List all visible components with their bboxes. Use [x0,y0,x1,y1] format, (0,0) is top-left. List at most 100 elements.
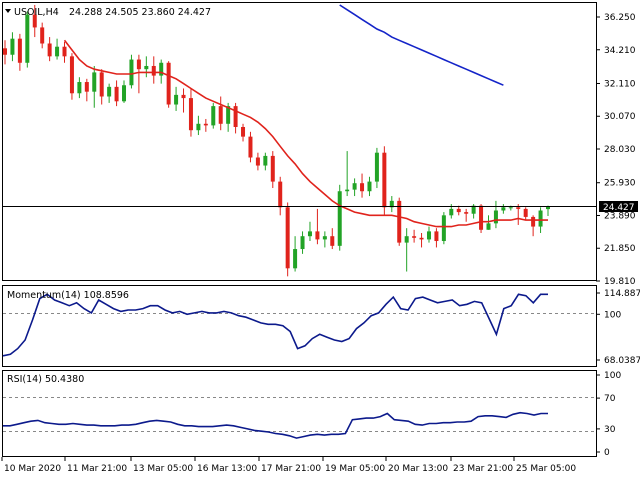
moving-average-lines [63,4,548,228]
candle-bearish [32,14,37,28]
price-panel-frame [2,2,597,281]
momentum-axis: 114.887 100 68.0387 [596,289,640,366]
candle-bearish [181,94,186,99]
candle-bearish [166,62,171,105]
momentum-polyline [2,293,548,357]
candle-bullish [493,210,498,224]
candle-bearish [285,207,290,269]
time-tick-label: 20 Mar 13:00 [388,464,448,474]
price-tick-label: 21.850 [604,244,636,254]
candle-bearish [382,152,387,208]
candle-bullish [55,46,60,57]
rsi-label: RSI(14) 50.4380 [7,374,84,385]
candle-bearish [17,38,22,63]
candle-bearish [62,46,67,57]
momentum-tick-label: 114.887 [604,289,640,299]
candle-bearish [188,98,193,131]
candle-bearish [434,231,439,242]
candle-bullish [322,236,327,240]
candle-bearish [84,82,89,92]
candle-bullish [337,191,342,246]
candle-bullish [122,85,127,102]
ohlc-label: 24.288 24.505 23.860 24.427 [69,7,211,18]
price-tick-label: 34.210 [604,46,636,56]
ma-fast-line [63,39,548,228]
candle-bullish [345,189,350,192]
current-price-tag [599,201,638,212]
price-tick-label: 32.110 [604,79,636,89]
current-price-tag-text: 24.427 [603,203,635,213]
symbol-label: USOIL,H4 [14,7,59,18]
candle-bullish [174,94,179,105]
time-tick-label: 25 Mar 05:00 [516,464,576,474]
candle-bearish [3,48,7,55]
candle-bullish [129,59,134,86]
price-tick-label: 19.810 [604,277,636,287]
symbol-dropdown-icon[interactable] [5,9,11,13]
time-tick-label: 23 Mar 21:00 [453,464,513,474]
candle-bullish [501,207,506,211]
candle-bullish [449,208,454,216]
time-tick-label: 13 Mar 05:00 [133,464,193,474]
candle-bullish [92,72,97,92]
time-axis: 10 Mar 2020 11 Mar 21:00 13 Mar 05:00 16 Ma… [1,457,576,474]
time-tick-label: 11 Mar 21:00 [67,464,127,474]
candle-bearish [218,106,223,124]
candle-bearish [241,127,246,137]
momentum-tick-label: 100 [604,310,621,320]
candle-bullish [538,210,543,227]
candle-bearish [47,43,52,57]
rsi-tick-label: 0 [604,448,610,458]
candle-bearish [479,205,484,230]
candle-bearish [360,183,365,192]
candle-bearish [315,231,320,240]
rsi-tick-label: 70 [604,394,616,404]
candle-bearish [40,27,45,44]
time-tick-label: 17 Mar 21:00 [261,464,321,474]
candle-bullish [471,205,476,214]
candle-bullish [107,86,112,97]
rsi-line [3,411,548,439]
candle-bearish [99,72,104,97]
rsi-panel-frame [2,370,597,457]
price-axis: 36.250 34.210 32.110 30.070 28.030 25.930 23.8… [596,13,636,287]
time-tick-label: 10 Mar 2020 [4,464,61,474]
price-tick-label: 28.030 [604,145,636,155]
candle-bearish [531,216,536,227]
candle-bearish [278,181,283,208]
time-tick-label: 19 Mar 05:00 [325,464,385,474]
momentum-line [2,293,548,357]
candle-bearish [330,236,335,246]
candle-bullish [25,14,30,63]
candle-bullish [426,231,431,240]
candle-bearish [136,59,141,70]
momentum-tick-label: 68.0387 [604,356,640,366]
rsi-tick-label: 100 [604,371,621,381]
momentum-label: Momentum(14) 108.8596 [7,290,129,301]
candle-bearish [456,208,461,213]
candle-bullish [263,155,268,166]
candle-bullish [211,106,216,126]
candle-bullish [307,231,312,237]
candle-bearish [270,155,275,182]
price-tick-label: 23.890 [604,211,636,221]
candle-bearish [151,65,156,76]
candle-bearish [203,123,208,126]
candle-bearish [69,56,74,94]
candle-bearish [419,237,424,240]
candle-bearish [248,136,253,158]
ma-slow-line [339,4,504,86]
candle-bullish [10,38,15,55]
candle-bearish [255,157,260,166]
candlestick-series [3,4,550,277]
candle-bullish [441,215,446,242]
price-tick-label: 30.070 [604,112,636,122]
candle-bullish [226,106,231,124]
candle-bullish [404,236,409,243]
candle-bullish [196,123,201,131]
candle-bullish [144,65,149,70]
candle-bullish [77,82,82,94]
candle-bullish [486,223,491,230]
rsi-tick-label: 30 [604,425,616,435]
